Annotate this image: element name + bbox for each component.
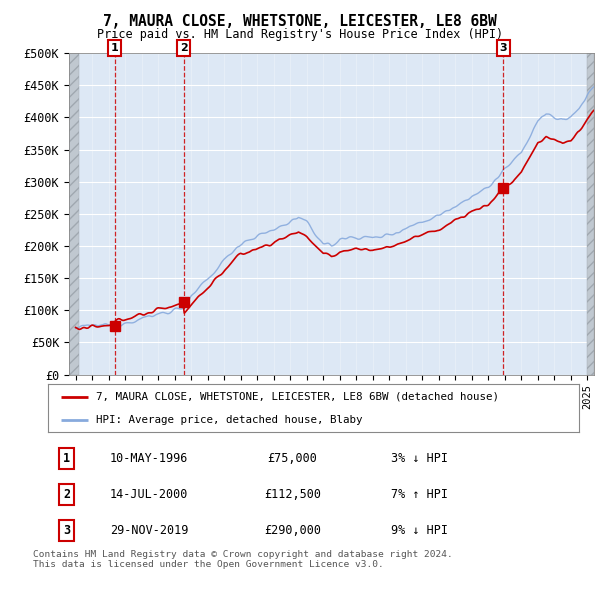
Bar [587,53,594,375]
Text: 2: 2 [63,488,70,501]
Text: 3% ↓ HPI: 3% ↓ HPI [391,452,448,465]
Text: 7, MAURA CLOSE, WHETSTONE, LEICESTER, LE8 6BW (detached house): 7, MAURA CLOSE, WHETSTONE, LEICESTER, LE… [96,392,499,402]
Text: £290,000: £290,000 [264,524,321,537]
Text: £75,000: £75,000 [268,452,317,465]
Bar [69,53,79,375]
Text: 14-JUL-2000: 14-JUL-2000 [110,488,188,501]
Text: Contains HM Land Registry data © Crown copyright and database right 2024.
This d: Contains HM Land Registry data © Crown c… [33,550,453,569]
Text: 1: 1 [110,43,118,53]
Text: 9% ↓ HPI: 9% ↓ HPI [391,524,448,537]
Text: 7, MAURA CLOSE, WHETSTONE, LEICESTER, LE8 6BW: 7, MAURA CLOSE, WHETSTONE, LEICESTER, LE… [103,14,497,30]
Text: 29-NOV-2019: 29-NOV-2019 [110,524,188,537]
Text: 7% ↑ HPI: 7% ↑ HPI [391,488,448,501]
Text: HPI: Average price, detached house, Blaby: HPI: Average price, detached house, Blab… [96,415,362,425]
Text: £112,500: £112,500 [264,488,321,501]
Text: 3: 3 [500,43,507,53]
Text: 10-MAY-1996: 10-MAY-1996 [110,452,188,465]
Text: 2: 2 [180,43,187,53]
Text: 3: 3 [63,524,70,537]
Text: Price paid vs. HM Land Registry's House Price Index (HPI): Price paid vs. HM Land Registry's House … [97,28,503,41]
Text: 1: 1 [63,452,70,465]
